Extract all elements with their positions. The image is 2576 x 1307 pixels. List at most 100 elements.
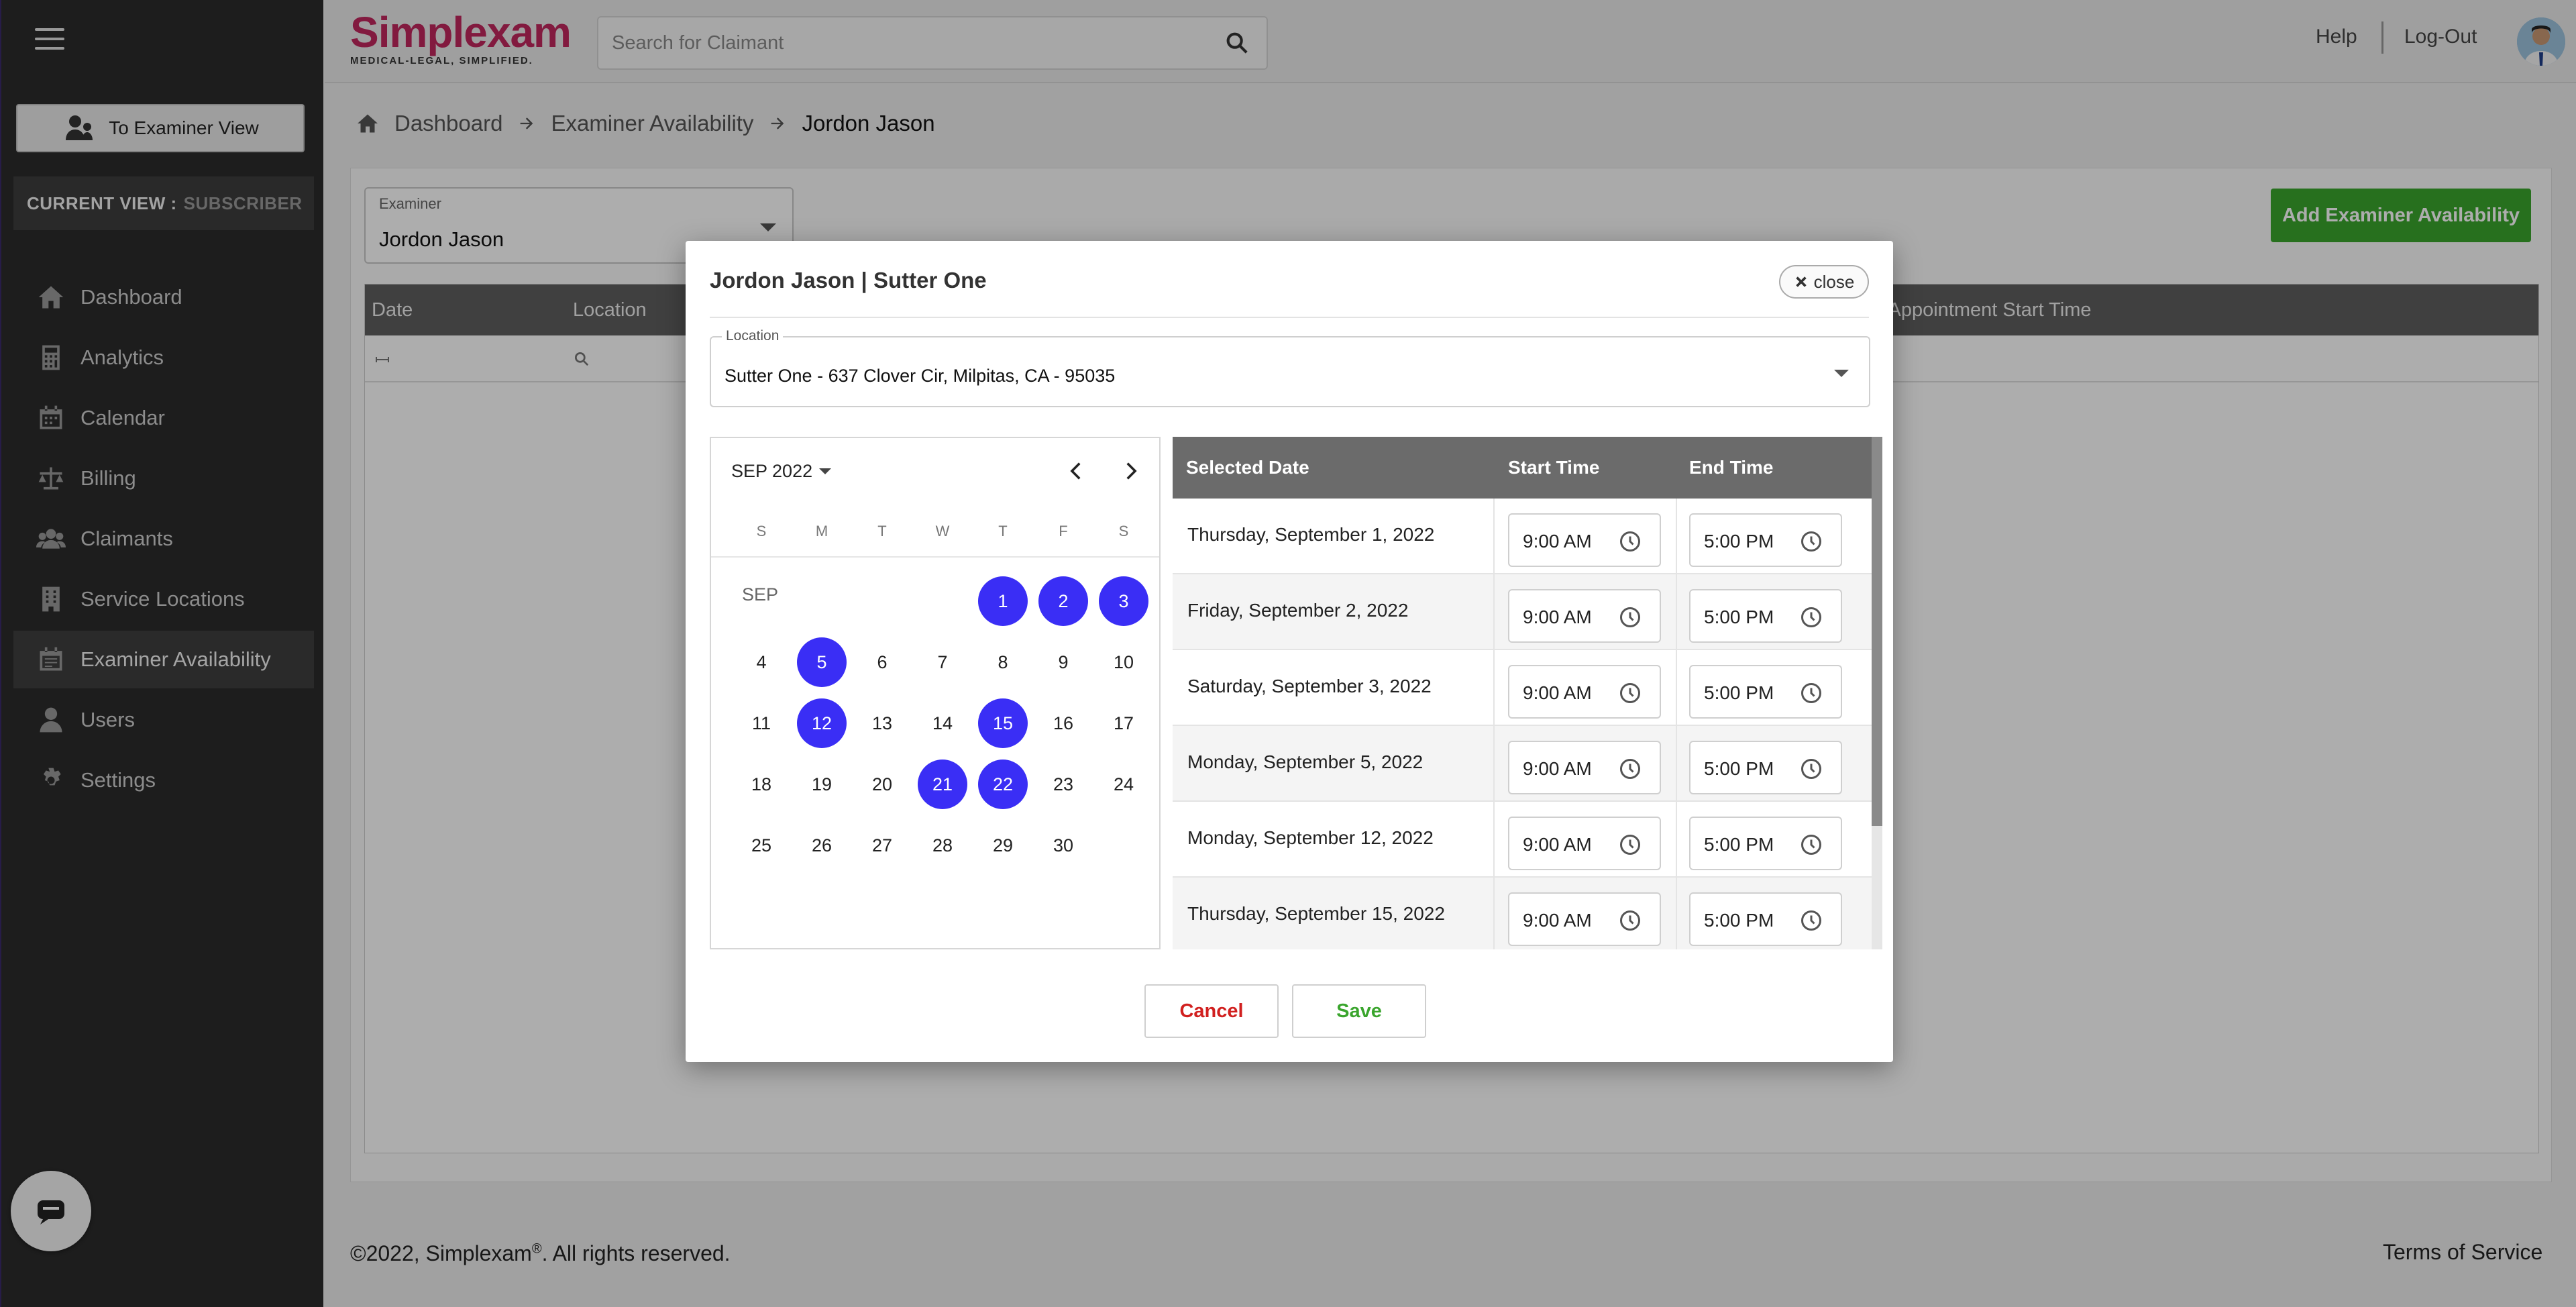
column-location[interactable]: Location [573, 299, 647, 321]
user-avatar-icon [2517, 17, 2565, 66]
end-time-input[interactable]: 5:00 PM [1689, 513, 1842, 567]
calendar-day[interactable]: 23 [1053, 774, 1074, 794]
calendar-day[interactable]: 24 [1113, 774, 1134, 794]
chat-button[interactable] [11, 1171, 91, 1251]
sidebar-item-examiner-availability[interactable]: Examiner Availability [13, 631, 314, 688]
current-view-label: CURRENT VIEW : [27, 193, 177, 213]
column-appointment-start-time[interactable]: t Appointment Start Time [1878, 299, 2092, 321]
end-time-input[interactable]: 5:00 PM [1689, 817, 1842, 870]
end-time-input[interactable]: 5:00 PM [1689, 589, 1842, 643]
calendar-day[interactable]: 2 [1038, 576, 1088, 626]
calendar-day[interactable]: 11 [751, 713, 771, 733]
column-end-time: End Time [1689, 457, 1774, 478]
hamburger-menu-icon[interactable] [35, 28, 64, 51]
add-examiner-availability-button[interactable]: Add Examiner Availability [2271, 189, 2531, 242]
search-icon[interactable] [1224, 30, 1250, 56]
selected-date: Friday, September 2, 2022 [1187, 600, 1409, 621]
calendar-day[interactable]: 26 [811, 835, 833, 855]
weekday-label: W [935, 523, 950, 539]
to-examiner-view-button[interactable]: To Examiner View [16, 104, 305, 152]
table-row: Thursday, September 15, 2022 9:00 AM 5:00 … [1173, 878, 1872, 949]
next-month-button[interactable] [1114, 454, 1147, 488]
start-time-value: 9:00 AM [1523, 531, 1592, 552]
end-time-value: 5:00 PM [1704, 758, 1774, 779]
calendar-day[interactable]: 3 [1099, 576, 1148, 626]
examiner-select-value: Jordon Jason [379, 227, 504, 251]
sidebar-item-service-locations[interactable]: Service Locations [13, 570, 314, 628]
simplexam-logo[interactable]: Simplexam MEDICAL-LEGAL, SIMPLIFIED. [350, 11, 578, 66]
cancel-button[interactable]: Cancel [1144, 984, 1279, 1038]
avatar[interactable] [2517, 17, 2565, 66]
weekday-label: F [1059, 523, 1068, 539]
close-button[interactable]: close [1779, 265, 1869, 299]
search-icon[interactable] [573, 350, 590, 368]
home-icon[interactable] [356, 111, 380, 136]
calendar-day[interactable]: 5 [797, 637, 847, 687]
calendar-day[interactable]: 18 [751, 774, 772, 794]
start-time-input[interactable]: 9:00 AM [1508, 817, 1661, 870]
start-time-value: 9:00 AM [1523, 682, 1592, 703]
sidebar-item-calendar[interactable]: Calendar [13, 389, 314, 447]
calendar-day[interactable]: 25 [751, 835, 772, 855]
scale-icon [38, 467, 64, 490]
calendar-day[interactable]: 12 [797, 698, 847, 748]
sidebar-item-billing[interactable]: Billing [13, 450, 314, 507]
save-button[interactable]: Save [1292, 984, 1426, 1038]
calendar-day[interactable]: 7 [937, 651, 948, 672]
sidebar-item-dashboard[interactable]: Dashboard [13, 268, 314, 326]
previous-month-button[interactable] [1060, 454, 1093, 488]
sidebar-item-claimants[interactable]: Claimants [13, 510, 314, 568]
calendar-day[interactable]: 30 [1053, 835, 1074, 855]
cell-divider [1676, 878, 1677, 949]
calendar-day[interactable]: 19 [811, 774, 833, 794]
column-selected-date: Selected Date [1186, 457, 1309, 478]
terms-of-service-link[interactable]: Terms of Service [2383, 1240, 2543, 1264]
month-selector[interactable]: SEP 2022 [731, 461, 832, 482]
calendar-day[interactable]: 29 [992, 835, 1014, 855]
date-range-icon[interactable] [374, 352, 390, 368]
start-time-input[interactable]: 9:00 AM [1508, 741, 1661, 794]
calendar-day[interactable]: 17 [1113, 713, 1134, 733]
calendar-day[interactable]: 21 [918, 760, 967, 809]
calendar-day[interactable]: 20 [871, 774, 893, 794]
help-link[interactable]: Help [2316, 25, 2357, 48]
calendar-day[interactable]: 27 [871, 835, 893, 855]
calendar-divider [711, 556, 1159, 558]
start-time-input[interactable]: 9:00 AM [1508, 665, 1661, 719]
start-time-value: 9:00 AM [1523, 758, 1592, 779]
end-time-input[interactable]: 5:00 PM [1689, 892, 1842, 946]
scrollbar-thumb[interactable] [1872, 437, 1882, 826]
sidebar-item-analytics[interactable]: Analytics [13, 329, 314, 386]
location-select[interactable]: Location Sutter One - 637 Clover Cir, Mi… [710, 328, 1870, 407]
search-input[interactable] [612, 32, 1224, 54]
logout-link[interactable]: Log-Out [2404, 25, 2477, 48]
start-time-input[interactable]: 9:00 AM [1508, 513, 1661, 567]
column-date[interactable]: Date [372, 299, 413, 321]
calendar-day[interactable]: 6 [877, 651, 888, 672]
calendar-day[interactable]: 14 [932, 713, 953, 733]
top-bar: Simplexam MEDICAL-LEGAL, SIMPLIFIED. Hel… [325, 0, 2576, 83]
breadcrumb-dashboard[interactable]: Dashboard [394, 111, 503, 136]
examiner-switch-icon [66, 115, 93, 140]
sidebar-item-settings[interactable]: Settings [13, 751, 314, 809]
sidebar-item-users[interactable]: Users [13, 691, 314, 749]
brand-name: Simplexam [350, 8, 572, 56]
times-scrollbar[interactable] [1872, 437, 1882, 949]
calendar-day[interactable]: 22 [978, 760, 1028, 809]
calendar-day[interactable]: 16 [1053, 713, 1074, 733]
calendar-day[interactable]: 8 [998, 651, 1008, 672]
calendar-day[interactable]: 9 [1058, 651, 1069, 672]
calendar-day[interactable]: 28 [932, 835, 953, 855]
breadcrumb-examiner-availability[interactable]: Examiner Availability [551, 111, 754, 136]
end-time-input[interactable]: 5:00 PM [1689, 741, 1842, 794]
calendar-day[interactable]: 4 [756, 651, 767, 672]
start-time-input[interactable]: 9:00 AM [1508, 589, 1661, 643]
calendar-day[interactable]: 1 [978, 576, 1028, 626]
selected-date: Thursday, September 1, 2022 [1187, 524, 1435, 545]
end-time-input[interactable]: 5:00 PM [1689, 665, 1842, 719]
calendar-day[interactable]: 13 [871, 713, 893, 733]
calendar-day[interactable]: 15 [978, 698, 1028, 748]
start-time-input[interactable]: 9:00 AM [1508, 892, 1661, 946]
cell-divider [1493, 499, 1495, 574]
calendar-day[interactable]: 10 [1113, 651, 1134, 672]
